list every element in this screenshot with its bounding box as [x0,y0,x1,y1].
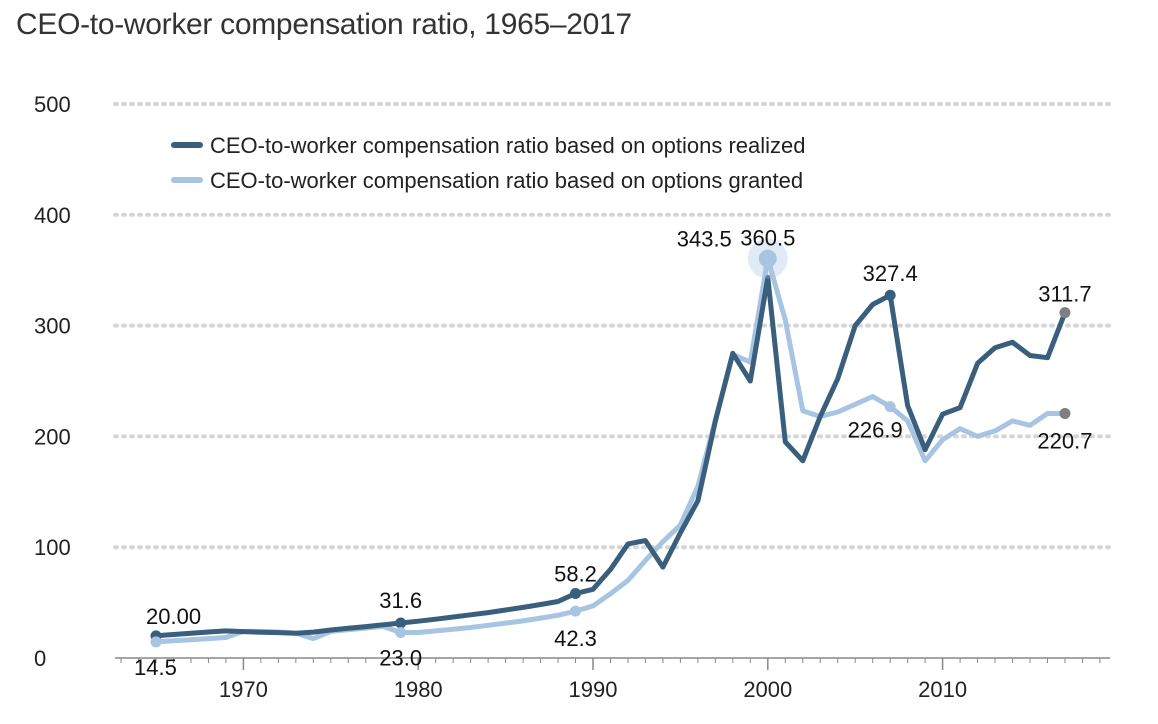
y-tick-label: 300 [34,314,71,339]
x-axis: 1970 1980 1990 2000 2010 [115,657,1110,702]
data-label: 42.3 [554,626,597,651]
data-label: 343.5 [677,226,732,251]
data-label: 23.0 [379,646,422,671]
series-line-options-granted [153,256,1068,645]
data-marker [884,401,896,413]
chart-title: CEO-to-worker compensation ratio, 1965–2… [16,8,632,41]
x-tick-label: 1980 [394,677,443,702]
data-marker [1059,407,1071,419]
data-label: 31.6 [379,588,422,613]
data-marker [395,617,407,629]
data-label: 311.7 [1038,282,1091,307]
series-line-options-realized [153,274,1068,639]
data-marker [570,605,582,617]
series-lines [153,256,1068,645]
data-marker [884,289,896,301]
data-marker [1059,307,1071,319]
data-marker [758,249,777,268]
data-marker [570,588,582,600]
grid-lines [113,102,1112,550]
y-tick-label: 400 [34,203,71,228]
annotation-labels: 20.00 14.5 31.6 23.0 58.2 42.3 343.5 360.5 327.4… [134,226,1092,680]
y-tick-label: 500 [34,92,71,117]
y-tick-label: 200 [34,424,71,449]
legend: CEO-to-worker compensation ratio based o… [171,133,806,193]
data-label: 58.2 [554,562,597,587]
x-tick-label: 1990 [569,677,618,702]
legend-label: CEO-to-worker compensation ratio based o… [210,168,803,193]
data-label: 226.9 [848,418,903,443]
y-axis: 0 100 200 300 400 500 [34,92,71,671]
annotation-markers [150,238,1071,648]
data-marker [395,627,407,639]
x-tick-label: 2000 [743,677,792,702]
y-tick-label: 100 [34,535,71,560]
data-label: 220.7 [1037,428,1092,453]
data-label: 327.4 [863,261,918,286]
data-label: 14.5 [134,655,177,680]
data-label: 20.00 [146,604,201,629]
x-tick-label: 2010 [918,677,967,702]
x-tick-label: 1970 [219,677,268,702]
data-marker [150,636,162,648]
legend-label: CEO-to-worker compensation ratio based o… [210,133,806,158]
y-tick-label: 0 [34,646,46,671]
data-label: 360.5 [740,226,795,251]
